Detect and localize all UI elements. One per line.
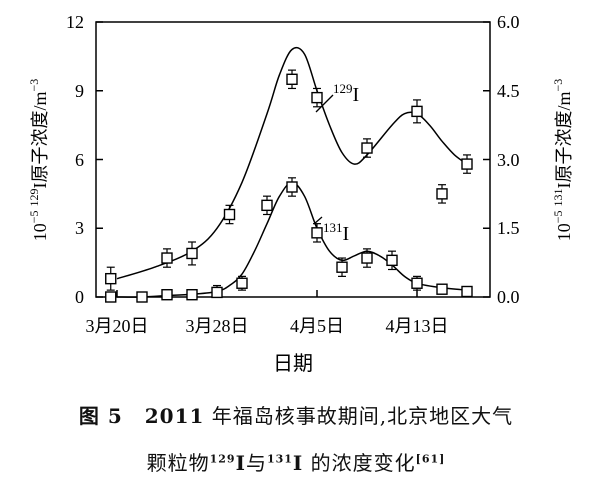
chart-marks bbox=[96, 21, 490, 303]
series-131I-data-point bbox=[136, 291, 148, 303]
series-129I-data-point bbox=[411, 105, 423, 118]
y-left-tick-label: 6 bbox=[75, 150, 84, 170]
series-129I-data-point bbox=[436, 188, 448, 200]
series-129I-data-point bbox=[186, 247, 198, 260]
series-131I-data-point bbox=[186, 289, 198, 301]
caption-text: 年福岛核事故期间,北京地区大气 bbox=[204, 404, 514, 428]
series-131I-data-point bbox=[386, 254, 398, 267]
series-label-131I: 131I bbox=[323, 220, 349, 245]
series-129I-data-point bbox=[286, 73, 298, 85]
series-131I-data-point bbox=[211, 286, 223, 299]
x-tick-label: 4月13日 bbox=[386, 316, 449, 336]
series-131I-fit-curve bbox=[116, 181, 468, 298]
series-131I-data-point bbox=[161, 289, 173, 301]
caption-year: 2011 bbox=[144, 404, 205, 428]
y-right-tick-label: 4.5 bbox=[497, 81, 520, 101]
x-tick-label: 3月20日 bbox=[86, 316, 149, 336]
y-left-tick-label: 9 bbox=[75, 81, 84, 101]
series-131I-data-point bbox=[436, 283, 448, 295]
series-131I-data-point bbox=[361, 252, 373, 264]
caption-text: 颗粒物 bbox=[146, 451, 210, 475]
y-right-tick-label: 1.5 bbox=[497, 218, 520, 238]
series-label-129I: 129I bbox=[333, 81, 359, 106]
series-131I-data-point bbox=[105, 291, 117, 303]
y-right-tick-label: 0.0 bbox=[497, 287, 520, 307]
series-131I-data-point bbox=[286, 181, 298, 193]
series-129I-data-point bbox=[161, 252, 173, 264]
caption-element: I bbox=[235, 451, 246, 475]
series-129I-data-point bbox=[361, 142, 373, 154]
series-129I-data-point bbox=[223, 208, 236, 221]
figure-caption-line-1: 图 5 2011 年福岛核事故期间,北京地区大气 bbox=[0, 400, 592, 429]
plot-area-frame bbox=[95, 21, 491, 298]
series-131I-data-point bbox=[236, 277, 248, 289]
series-129I-data-point bbox=[311, 91, 323, 104]
caption-text: 的浓度变化 bbox=[303, 451, 416, 475]
y-right-axis-label: 10−5131I原子浓度/m−3 bbox=[551, 79, 574, 242]
y-right-tick-label: 3.0 bbox=[497, 150, 520, 170]
y-left-tick-label: 12 bbox=[66, 12, 84, 32]
y-left-tick-label: 0 bbox=[75, 287, 84, 307]
caption-mass-number: 129 bbox=[209, 452, 236, 466]
caption-mass-number: 131 bbox=[266, 452, 293, 466]
figure-number: 图 5 bbox=[78, 404, 123, 428]
series-131I-data-point bbox=[461, 285, 473, 298]
x-axis-label: 日期 bbox=[273, 353, 313, 375]
series-131I-data-point bbox=[261, 199, 273, 212]
figure-caption-line-2: 颗粒物129I与131I 的浓度变化[61] bbox=[0, 447, 592, 476]
y-left-axis-label: 10−5129I原子浓度/m−3 bbox=[27, 79, 50, 242]
x-tick-label: 4月5日 bbox=[290, 316, 344, 336]
y-right-tick-label: 6.0 bbox=[497, 12, 520, 32]
caption-element: I bbox=[292, 451, 304, 475]
series-129-leader-line bbox=[315, 94, 334, 113]
series-129I-data-point bbox=[461, 158, 473, 170]
caption-reference: [61] bbox=[415, 452, 446, 466]
series-129I-data-point bbox=[105, 272, 117, 285]
series-131I-data-point bbox=[336, 261, 348, 273]
series-131I-data-point bbox=[311, 227, 323, 239]
y-left-tick-label: 3 bbox=[75, 218, 84, 238]
caption-text: 与 bbox=[245, 451, 267, 475]
series-131I-data-point bbox=[411, 277, 423, 289]
x-tick-label: 3月28日 bbox=[186, 316, 249, 336]
